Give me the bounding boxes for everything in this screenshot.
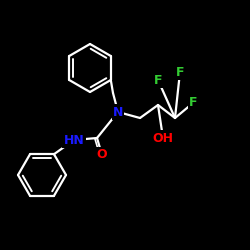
Text: F: F bbox=[176, 66, 184, 78]
Text: F: F bbox=[189, 96, 197, 110]
Text: HN: HN bbox=[64, 134, 84, 146]
Text: F: F bbox=[154, 74, 162, 86]
Text: N: N bbox=[113, 106, 123, 118]
Text: OH: OH bbox=[152, 132, 174, 144]
Text: O: O bbox=[97, 148, 107, 162]
